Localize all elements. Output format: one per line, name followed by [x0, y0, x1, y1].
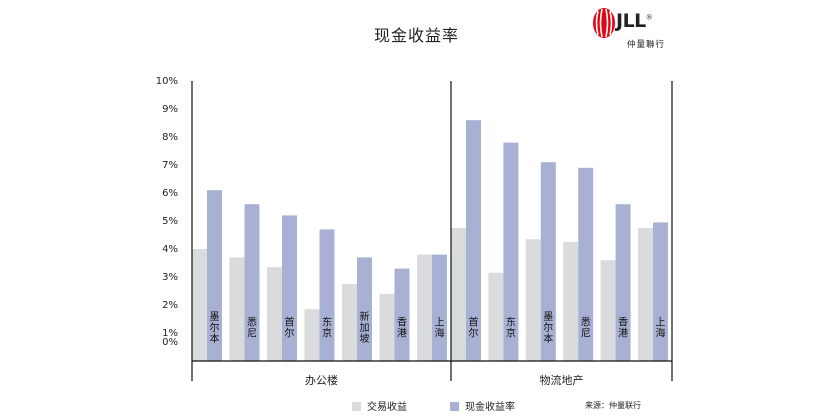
- legend-item-transaction: 交易收益: [352, 398, 407, 413]
- legend-item-cash-yield: 现金收益率: [450, 398, 515, 413]
- category-label: 悉尼: [247, 317, 257, 340]
- bar-cash-yield: [578, 167, 594, 361]
- y-tick-label: 10%: [156, 76, 178, 87]
- bar-cash-yield: [653, 222, 668, 361]
- bar-cash-yield: [540, 162, 556, 361]
- legend-swatch-cash-yield: [450, 402, 459, 411]
- source-note: 来源：仲量联行: [585, 401, 641, 410]
- bar-transaction: [451, 228, 466, 361]
- category-label: 新加坡: [360, 310, 370, 345]
- category-label: 墨尔本: [543, 311, 553, 345]
- y-tick-label: 5%: [162, 216, 178, 227]
- y-tick-label: 9%: [162, 104, 178, 115]
- y-tick-label: 0%: [162, 337, 178, 348]
- bar-cash-yield: [615, 204, 631, 361]
- jll-logo: JLL® 仲量聯行: [591, 4, 671, 54]
- chart-title: 现金收益率: [373, 26, 459, 45]
- y-tick-label: 7%: [162, 160, 178, 171]
- bar-transaction: [229, 257, 245, 361]
- bar-transaction: [379, 293, 395, 361]
- bar-transaction: [192, 249, 207, 361]
- bar-cash-yield: [319, 229, 335, 361]
- category-label: 上海: [656, 317, 666, 340]
- category-label: 上海: [435, 317, 445, 340]
- y-tick-label: 2%: [162, 300, 178, 311]
- category-label: 悉尼: [581, 317, 591, 340]
- jll-flame-icon: [593, 8, 615, 38]
- y-tick-label: 3%: [162, 272, 178, 283]
- logo-wordmark: JLL®: [616, 10, 653, 32]
- category-label: 香港: [397, 317, 407, 340]
- bar-cash-yield: [466, 120, 481, 361]
- bar-transaction: [488, 272, 504, 361]
- category-label: 东京: [322, 316, 332, 340]
- bar-transaction: [417, 254, 432, 361]
- category-label: 首尔: [285, 316, 295, 340]
- bar-transaction: [267, 267, 282, 361]
- category-label: 首尔: [469, 316, 479, 340]
- bar-transaction: [342, 284, 357, 361]
- bar-transaction: [563, 242, 579, 361]
- y-tick-label: 8%: [162, 132, 178, 143]
- category-label: 东京: [506, 316, 516, 340]
- bar-cash-yield: [394, 268, 410, 361]
- bar-cash-yield: [357, 257, 372, 361]
- legend-swatch-transaction: [352, 402, 361, 411]
- group-label-logistics: 物流地产: [540, 373, 584, 387]
- legend-label-transaction: 交易收益: [367, 402, 407, 413]
- bar-transaction: [304, 309, 320, 361]
- bar-cash-yield: [282, 215, 297, 361]
- y-tick-label: 1%: [162, 328, 178, 339]
- y-tick-label: 6%: [162, 188, 178, 199]
- bar-cash-yield: [244, 204, 260, 361]
- bar-cash-yield: [207, 190, 222, 361]
- bar-cash-yield: [432, 254, 447, 361]
- bar-transaction: [600, 260, 616, 361]
- bar-cash-yield: [503, 142, 519, 361]
- y-tick-label: 4%: [162, 244, 178, 255]
- logo-subtitle: 仲量聯行: [627, 40, 666, 50]
- category-label: 香港: [618, 317, 628, 340]
- bar-transaction: [525, 239, 541, 361]
- legend-label-cash-yield: 现金收益率: [465, 402, 515, 413]
- bar-transaction: [638, 228, 653, 361]
- group-label-office: 办公楼: [305, 373, 338, 387]
- category-label: 墨尔本: [210, 311, 220, 345]
